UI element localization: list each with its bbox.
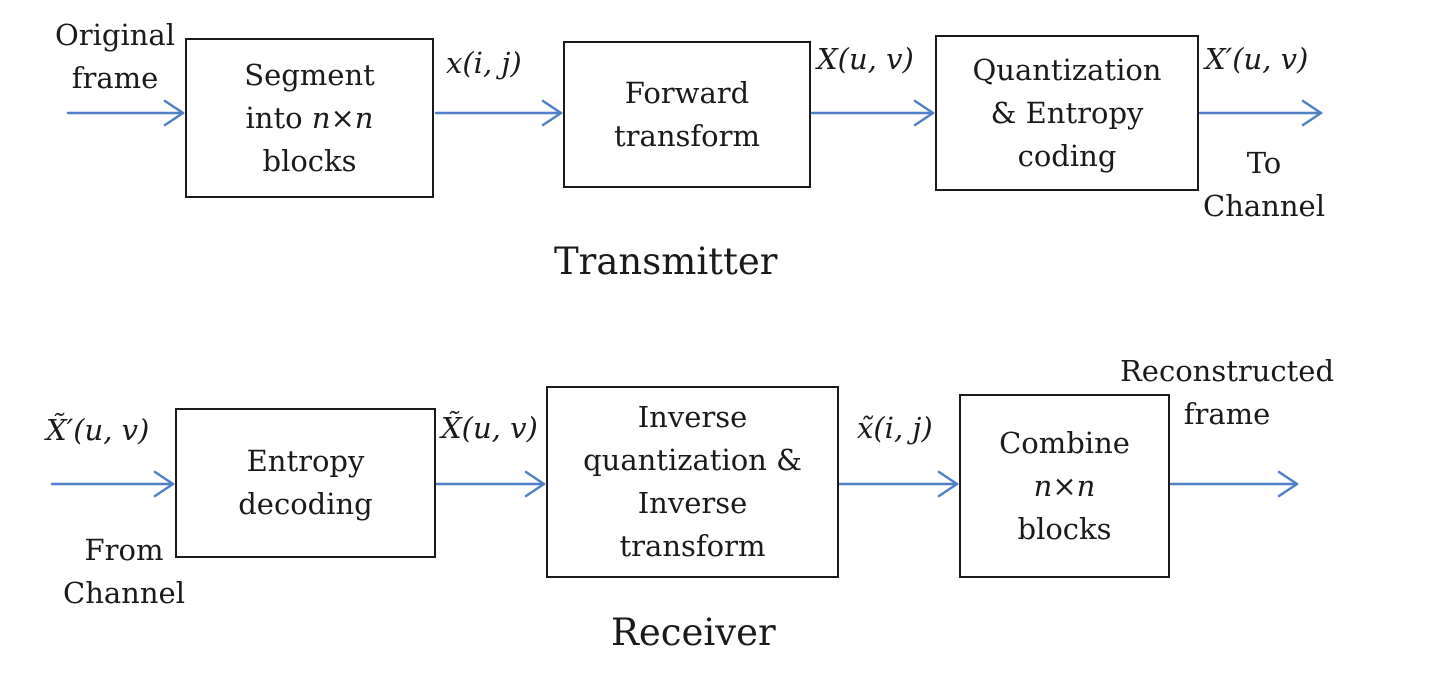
rx-output-label-line-1: Reconstructed [1119,354,1335,388]
entropy-decoding-block: Entropy decoding [175,408,436,558]
decoding-block-line-1: Entropy [246,444,365,478]
signal-X-tilde-uv: X̃(u, v) [441,411,538,445]
arrow-inverse-to-combine [838,470,959,498]
tx-output-label: To Channel [1194,142,1334,228]
receiver-title: Receiver [611,611,776,654]
tx-input-label: Original frame [52,14,178,100]
rx-output-label: Reconstructed frame [1112,350,1342,436]
transmitter-title: Transmitter [554,240,778,283]
signal-X-uv: X(u, v) [817,42,914,76]
signal-x-ij: x(i, j) [446,46,522,80]
tx-input-label-line-1: Original [55,18,175,52]
arrow-decoding-to-inverse [435,470,546,498]
arrow-input-to-segment [66,99,185,127]
tx-output-label-line-2: Channel [1203,189,1325,223]
rx-input-label-line-2: Channel [63,576,185,610]
signal-X-tilde-prime-uv: X̃′(u, v) [46,413,150,447]
combine-block-line-3: blocks [1017,511,1112,546]
forward-transform-block: Forward transform [563,41,811,188]
inverse-quantization-transform-block: Inverse quantization & Inverse transform [546,386,839,578]
segment-block-line-3: blocks [262,143,357,178]
combine-blocks-block: Combine n×n blocks [959,394,1170,578]
arrow-combine-to-output [1169,470,1299,498]
inverse-block-line-1: Inverse [637,400,748,434]
rx-output-label-line-2: frame [1183,397,1271,431]
inverse-block-line-3: Inverse [637,486,748,520]
combine-block-line-1: Combine [999,425,1130,460]
arrow-quant-to-channel [1198,99,1323,127]
arrow-forward-to-quant [810,99,935,127]
combine-block-line-2: n×n [1033,468,1096,503]
quant-block-line-2: & Entropy [990,95,1144,130]
quantization-entropy-coding-block: Quantization & Entropy coding [935,35,1199,191]
forward-block-line-1: Forward [624,75,750,110]
rx-input-label: From Channel [54,529,194,615]
decoding-block-line-2: decoding [238,487,373,521]
signal-x-tilde-ij: x̃(i, j) [857,411,933,445]
quant-block-line-1: Quantization [972,52,1162,87]
tx-input-label-line-2: frame [71,61,159,95]
rx-input-label-line-1: From [84,533,164,567]
quant-block-line-3: coding [1017,138,1117,173]
arrow-segment-to-forward [434,99,563,127]
signal-X-prime-uv: X′(u, v) [1205,42,1309,76]
inverse-block-line-4: transform [619,529,766,563]
segment-block: Segment into n×n blocks [185,38,434,198]
segment-block-line-1: Segment [244,57,375,92]
forward-block-line-2: transform [614,118,760,153]
inverse-block-line-2: quantization & [583,443,802,477]
arrow-channel-to-entropy-decoding [50,470,175,498]
tx-output-label-line-1: To [1246,146,1282,180]
segment-block-line-2: into n×n [245,100,374,135]
